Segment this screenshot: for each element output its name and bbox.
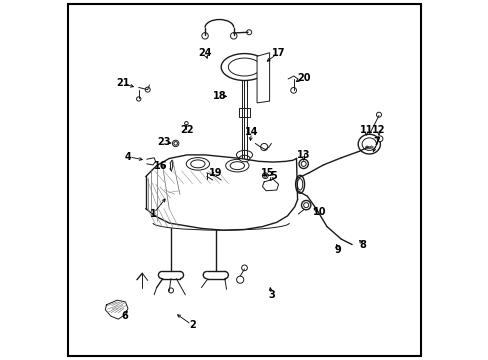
Circle shape — [145, 87, 150, 92]
Circle shape — [376, 112, 381, 117]
Circle shape — [202, 33, 208, 39]
Ellipse shape — [236, 150, 252, 159]
Text: 17: 17 — [271, 48, 285, 58]
Text: 23: 23 — [157, 138, 170, 147]
Text: 16: 16 — [153, 161, 166, 171]
Circle shape — [290, 87, 296, 93]
Circle shape — [301, 161, 305, 166]
Text: 1: 1 — [149, 209, 156, 219]
Polygon shape — [105, 300, 128, 319]
Text: 5: 5 — [269, 171, 276, 181]
Circle shape — [298, 159, 308, 168]
Ellipse shape — [228, 58, 260, 76]
Text: 24: 24 — [198, 48, 211, 58]
Text: 8: 8 — [359, 239, 366, 249]
Ellipse shape — [190, 160, 204, 168]
Text: 9: 9 — [334, 245, 341, 255]
Ellipse shape — [295, 175, 304, 193]
Text: 6: 6 — [121, 311, 127, 321]
Text: 12: 12 — [371, 125, 385, 135]
Text: 19: 19 — [209, 168, 222, 178]
Polygon shape — [262, 179, 278, 191]
Circle shape — [301, 201, 310, 210]
Ellipse shape — [186, 158, 209, 170]
Polygon shape — [257, 53, 269, 103]
FancyBboxPatch shape — [239, 108, 249, 117]
Text: 3: 3 — [267, 290, 274, 300]
Text: 20: 20 — [296, 73, 310, 83]
Circle shape — [236, 276, 244, 283]
Text: 4: 4 — [124, 152, 131, 162]
Text: 13: 13 — [296, 150, 310, 160]
Circle shape — [262, 173, 267, 179]
Circle shape — [246, 30, 251, 35]
Circle shape — [136, 97, 141, 101]
Circle shape — [264, 174, 266, 177]
Text: 21: 21 — [116, 78, 129, 88]
Ellipse shape — [362, 138, 376, 150]
Ellipse shape — [357, 134, 380, 154]
Circle shape — [376, 136, 382, 141]
Text: 22: 22 — [180, 125, 193, 135]
Ellipse shape — [239, 155, 249, 162]
Ellipse shape — [297, 179, 302, 190]
Text: 7: 7 — [373, 138, 380, 147]
Text: 15: 15 — [261, 168, 274, 178]
Circle shape — [172, 140, 179, 147]
Circle shape — [303, 203, 308, 208]
Text: 14: 14 — [244, 127, 258, 136]
Text: 18: 18 — [212, 91, 226, 101]
Text: 2: 2 — [189, 320, 196, 330]
Circle shape — [241, 265, 247, 271]
Circle shape — [168, 288, 173, 293]
Circle shape — [174, 141, 177, 145]
Circle shape — [230, 33, 237, 39]
Ellipse shape — [221, 54, 267, 81]
Text: 11: 11 — [359, 125, 372, 135]
Circle shape — [260, 143, 267, 150]
Ellipse shape — [225, 159, 248, 172]
Ellipse shape — [230, 162, 244, 170]
Text: 10: 10 — [312, 207, 326, 217]
